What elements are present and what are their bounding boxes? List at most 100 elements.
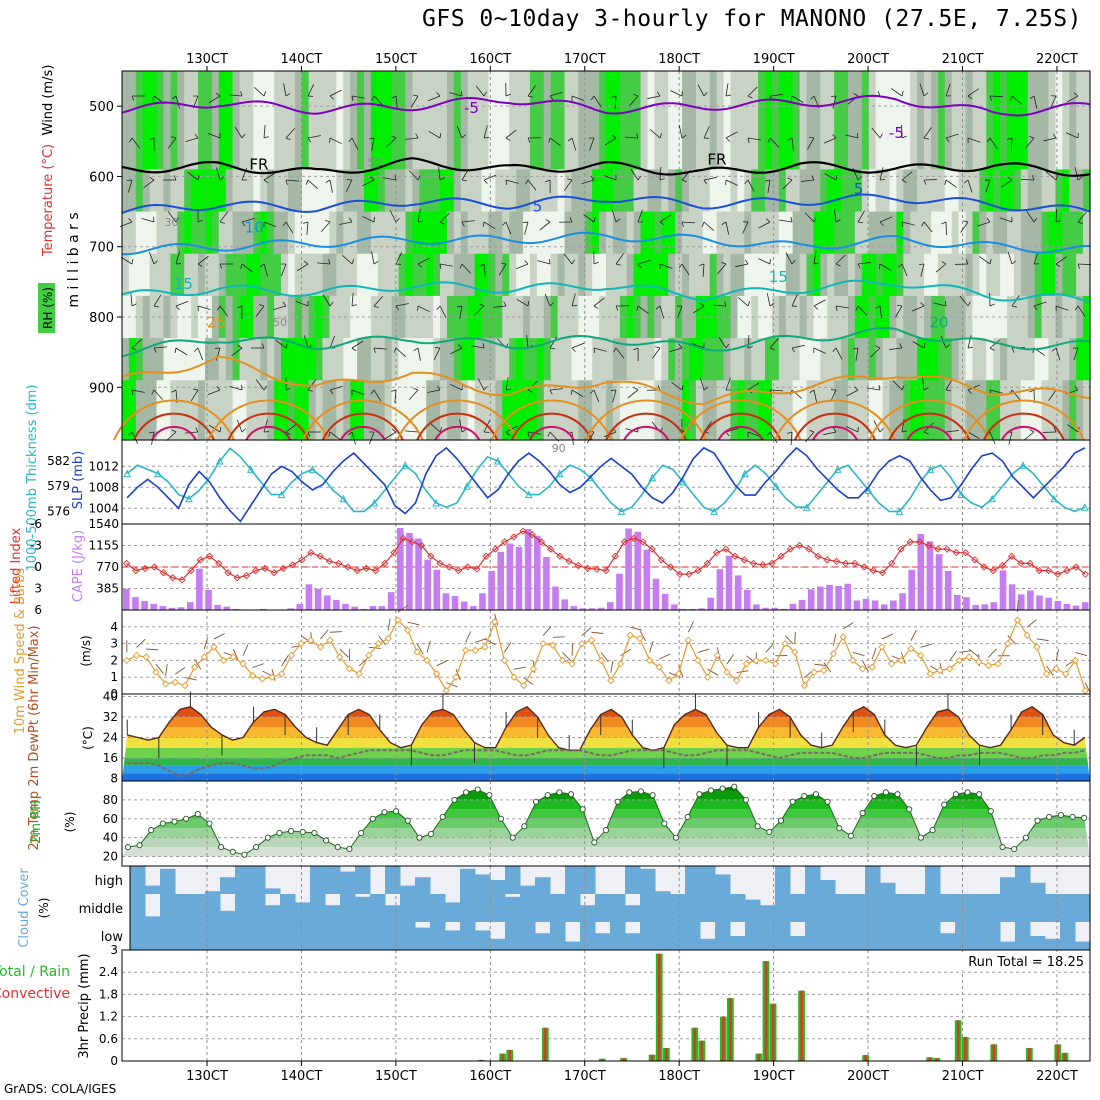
- rh-cell: [1007, 338, 1015, 381]
- wind-speed-marker: [820, 666, 828, 675]
- rh-cell: [1027, 71, 1036, 170]
- wind-barb-flag: [744, 179, 749, 185]
- rh-cell: [868, 211, 877, 255]
- rh-cell: [177, 71, 185, 170]
- rh-cell: [128, 295, 137, 339]
- wind-speed-marker: [452, 673, 460, 681]
- wind-barb: [1033, 301, 1047, 307]
- cape-axis-label: CAPE (J/kg): [71, 530, 86, 602]
- wind-barb: [747, 431, 761, 437]
- lifted-index-marker: [464, 563, 472, 571]
- rh-cell: [481, 71, 490, 170]
- rh-cell: [156, 253, 165, 297]
- lifted-index-marker: [261, 564, 269, 573]
- cloud-cell-middle: [940, 894, 956, 922]
- rh-cell: [481, 169, 490, 213]
- rh-cell: [398, 211, 407, 255]
- rh-cell: [903, 380, 911, 441]
- cape-bar: [561, 599, 568, 610]
- wind-barb: [989, 137, 998, 150]
- lifted-index-marker: [205, 552, 214, 560]
- rh-cell: [592, 71, 600, 170]
- rh-cell: [930, 253, 939, 297]
- rh-cell: [343, 295, 351, 339]
- rh-marker: [836, 825, 843, 832]
- wind-barb-flag: [197, 263, 203, 267]
- rh-marker: [964, 789, 971, 796]
- rh-cell: [633, 169, 642, 213]
- wind10m-unit-label: (m/s): [79, 635, 93, 666]
- wind-barb: [823, 137, 837, 144]
- wind-barb-flag: [369, 137, 375, 140]
- cloud-cell-high: [160, 868, 176, 894]
- rh-cell: [294, 211, 303, 255]
- wind-speed-marker: [636, 634, 644, 643]
- rh-cell: [958, 169, 967, 213]
- rh-cell: [322, 338, 331, 381]
- cape-bar: [890, 600, 897, 610]
- rh-cell: [495, 71, 503, 170]
- wind-barb: [611, 209, 617, 223]
- wind-barb-flag: [545, 179, 551, 183]
- lifted-index-marker: [593, 565, 601, 573]
- lifted-index-marker: [390, 549, 398, 557]
- rh-cell: [135, 169, 144, 213]
- cape-tick-label: 1155: [88, 539, 119, 553]
- rh-cell: [529, 169, 538, 213]
- rh-cell: [633, 71, 642, 170]
- wind-barb: [241, 263, 253, 273]
- rh-cell: [937, 295, 946, 339]
- wind-barb: [692, 305, 705, 314]
- rh-cell: [564, 71, 573, 170]
- precip-tick-label: 0.6: [99, 1032, 118, 1046]
- rh-marker: [777, 817, 784, 824]
- cape-bar: [817, 586, 824, 610]
- wind-barb: [175, 251, 180, 265]
- wind-speed-marker: [1023, 631, 1031, 639]
- rh-cell: [1020, 253, 1029, 297]
- rh-cell: [771, 338, 780, 381]
- wind-barb-flag: [373, 305, 379, 309]
- rh-cell: [495, 211, 503, 255]
- rh-cell: [536, 295, 545, 339]
- rh-cell: [578, 338, 586, 381]
- wind-barb: [614, 95, 617, 109]
- rh-cell: [384, 71, 393, 170]
- wind-speed-marker: [1052, 665, 1060, 673]
- wind-barb-10m: [513, 666, 526, 670]
- rh-cell: [453, 169, 462, 213]
- rh-cell: [440, 71, 448, 170]
- rh-cell: [592, 380, 600, 441]
- rh-cell: [564, 253, 573, 297]
- wind-barb-flag: [522, 221, 529, 223]
- lifted-index-marker: [233, 574, 241, 582]
- wind-barb-flag: [571, 259, 575, 265]
- lifted-index-marker: [574, 561, 582, 570]
- rh-cell: [301, 295, 310, 339]
- wind-barb-flag: [395, 305, 400, 311]
- wind-speed-marker: [403, 626, 412, 634]
- rh-cell: [211, 295, 220, 339]
- cloud-cell-low: [580, 922, 596, 950]
- wind-speed-marker: [500, 656, 508, 665]
- rh-cell: [122, 380, 130, 441]
- rh-cell: [536, 71, 545, 170]
- cape-tick-label: 770: [96, 560, 119, 574]
- rh-cell: [813, 71, 821, 170]
- rh-cell: [640, 338, 649, 381]
- rh-cell: [211, 338, 220, 381]
- rh-cell: [820, 169, 828, 213]
- wind-barb-10m: [136, 638, 146, 648]
- rh-cell: [626, 338, 635, 381]
- rh-cell: [502, 169, 510, 213]
- rh-cell: [1069, 211, 1077, 255]
- wind-barb-10m: [1055, 648, 1060, 661]
- precip-convective-legend: Convective: [0, 986, 70, 1002]
- wind-speed-marker: [510, 673, 518, 681]
- rh-cell: [474, 338, 483, 381]
- x-axis-labels: 130CT130CT140CT140CT150CT150CT160CT160CT…: [186, 52, 1078, 1084]
- x-tick-label-top: 150CT: [375, 52, 417, 67]
- wind-barb: [351, 389, 365, 396]
- wind-speed-marker: [752, 656, 760, 665]
- wind-speed-marker: [239, 660, 247, 668]
